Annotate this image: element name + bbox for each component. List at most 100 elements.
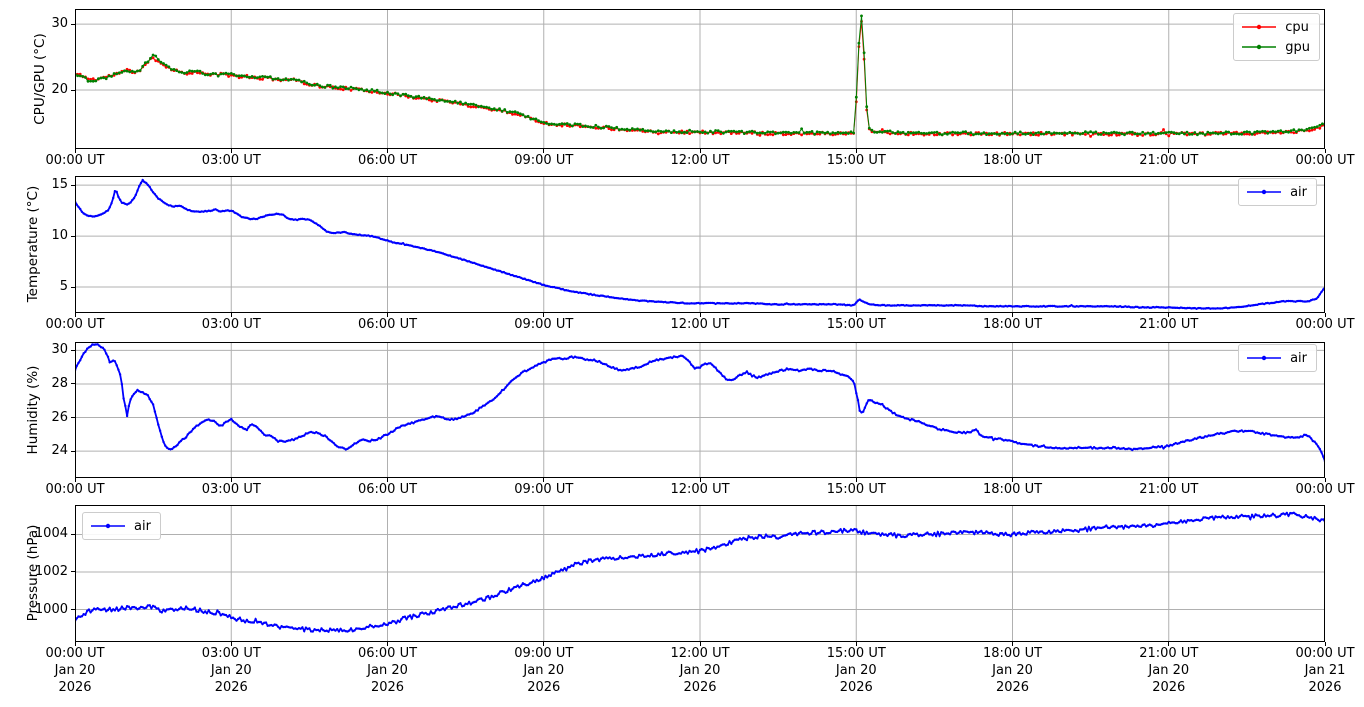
x-tickmark (1012, 313, 1013, 317)
x-tickmark (543, 478, 545, 482)
x-tick-label: 12:00 UT (670, 482, 730, 497)
x-tick-label: 06:00 UT (357, 153, 418, 168)
y-tickmark (71, 23, 75, 25)
x-tickmark (1324, 149, 1326, 153)
legend-label: gpu (1285, 39, 1310, 55)
x-tick-date-label: Jan 20 (679, 663, 721, 678)
x-tick-label: 03:00 UT (201, 153, 261, 168)
legend-entry-air: air (1246, 182, 1307, 202)
x-tick-label: 18:00 UT (982, 153, 1043, 168)
x-tick-label: 18:00 UT (982, 646, 1043, 661)
x-tick-date-label: Jan 20 (367, 663, 408, 678)
x-tickmark (1168, 642, 1170, 646)
air-legend-marker-icon (91, 523, 125, 529)
x-tickmark (1168, 478, 1170, 482)
x-tickmark (387, 313, 388, 317)
x-tick-year-label: 2026 (1152, 680, 1186, 695)
y-tickmark (71, 417, 75, 419)
x-tick-year-label: 2026 (995, 680, 1030, 695)
x-tickmark (699, 478, 701, 482)
x-tickmark (855, 478, 857, 482)
air-legend-marker-icon (1247, 355, 1282, 361)
x-tick-label: 00:00 UT (45, 153, 105, 168)
legend-panel-3: air (82, 512, 161, 540)
x-tickmark (74, 313, 76, 317)
x-tickmark (74, 478, 76, 482)
y-tick-label: 1000 (34, 601, 68, 617)
legend-entry-gpu: gpu (1241, 37, 1310, 57)
chart-svg-panel-2 (75, 342, 1325, 478)
x-tick-label: 21:00 UT (1139, 646, 1199, 661)
y-tickmark (71, 571, 75, 573)
legend-label: air (1290, 350, 1307, 366)
legend-entry-cpu: cpu (1241, 17, 1310, 37)
x-tick-year-label: 2026 (58, 680, 92, 695)
air-legend-marker-icon (1247, 189, 1282, 195)
x-tick-year-label: 2026 (683, 680, 717, 695)
x-tick-label: 09:00 UT (514, 482, 574, 497)
x-tick-year-label: 2026 (370, 680, 405, 695)
x-tick-date-label: Jan 20 (1148, 663, 1190, 678)
x-tickmark (855, 313, 857, 317)
axes-spines (75, 342, 1325, 478)
legend-entry-air: air (1246, 348, 1307, 368)
x-tickmark (230, 313, 232, 317)
y-tick-label: 30 (51, 16, 68, 32)
chart-svg-panel-0 (75, 9, 1325, 149)
y-tickmark (71, 235, 75, 237)
x-tickmark (230, 478, 232, 482)
x-tick-label: 12:00 UT (670, 153, 730, 168)
x-tick-label: 06:00 UT (357, 317, 418, 332)
x-tickmark (699, 642, 701, 646)
x-tick-label: 18:00 UT (982, 482, 1043, 497)
chart-panel-cpu-0 (75, 9, 1325, 149)
legend-label: air (134, 518, 151, 534)
y-tick-label: 30 (51, 342, 68, 358)
x-tickmark (1012, 149, 1013, 153)
x-tickmark (230, 149, 232, 153)
x-tickmark (1168, 313, 1170, 317)
x-tick-label: 00:00 UT (1295, 646, 1355, 661)
x-tick-label: 00:00 UT (1295, 482, 1355, 497)
x-tickmark (855, 642, 857, 646)
x-tick-date-label: Jan 20 (992, 663, 1033, 678)
x-tick-label: 15:00 UT (826, 482, 886, 497)
axes-spines (75, 176, 1325, 313)
legend-panel-2: air (1238, 344, 1317, 372)
chart-panel-air-1 (75, 176, 1325, 313)
x-tickmark (387, 149, 388, 153)
x-tick-label: 06:00 UT (357, 646, 418, 661)
x-tick-date-label: Jan 21 (1304, 663, 1346, 678)
x-tickmark (699, 313, 701, 317)
x-tickmark (387, 478, 388, 482)
legend-label: air (1290, 184, 1307, 200)
y-tick-label: 5 (59, 279, 68, 295)
legend-entry-air: air (90, 516, 151, 536)
x-tick-label: 00:00 UT (1295, 317, 1355, 332)
y-tickmark (71, 286, 75, 288)
chart-panel-air-2 (75, 342, 1325, 478)
y-tick-label: 1002 (34, 563, 68, 579)
x-tickmark (1324, 313, 1326, 317)
x-tickmark (543, 642, 545, 646)
x-tick-label: 09:00 UT (514, 646, 574, 661)
x-tick-label: 15:00 UT (826, 646, 886, 661)
x-tickmark (1012, 478, 1013, 482)
y-tickmark (71, 609, 75, 611)
x-tick-year-label: 2026 (214, 680, 248, 695)
x-tick-date-label: Jan 20 (210, 663, 252, 678)
chart-svg-panel-3 (75, 505, 1325, 642)
legend-panel-0: cpu gpu (1233, 13, 1320, 61)
x-tickmark (74, 149, 76, 153)
cpu-legend-marker-icon (1242, 24, 1277, 30)
chart-svg-panel-1 (75, 176, 1325, 313)
x-tick-label: 15:00 UT (826, 317, 886, 332)
x-tick-year-label: 2026 (1308, 680, 1342, 695)
x-tick-label: 06:00 UT (357, 482, 418, 497)
legend-label: cpu (1285, 19, 1309, 35)
x-tickmark (1324, 642, 1326, 646)
x-tick-label: 00:00 UT (45, 646, 105, 661)
x-tick-label: 09:00 UT (514, 153, 574, 168)
x-tick-label: 12:00 UT (670, 646, 730, 661)
